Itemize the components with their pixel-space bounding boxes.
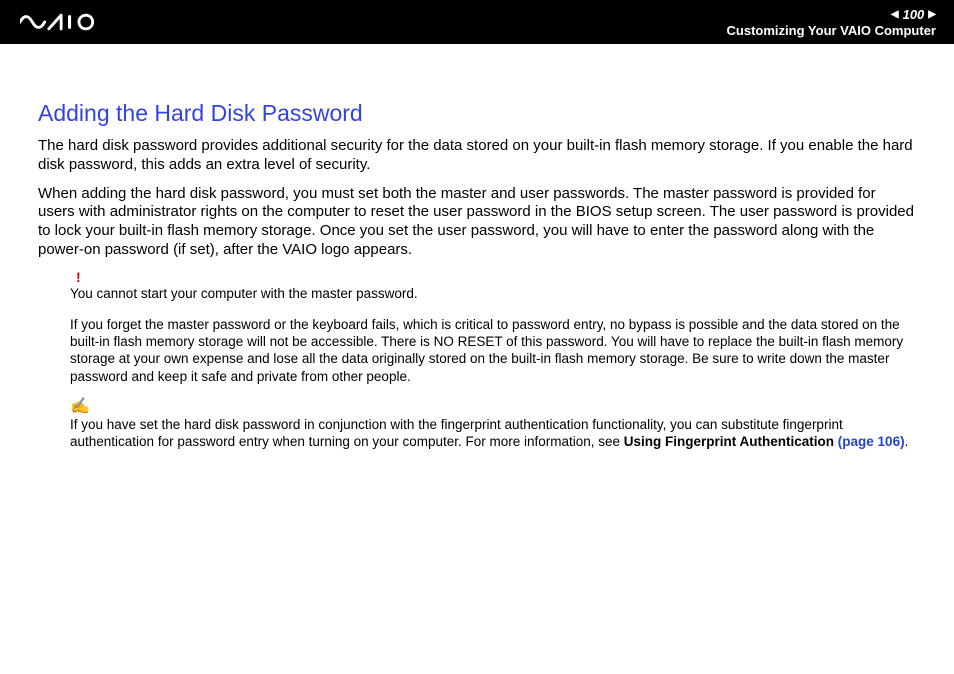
section-title: Customizing Your VAIO Computer xyxy=(727,23,936,38)
note-text-post: . xyxy=(905,434,909,449)
warning-text-2: If you forget the master password or the… xyxy=(70,316,916,385)
page-number: 100 xyxy=(903,7,925,22)
prev-page-icon[interactable]: ◀ xyxy=(891,9,899,20)
warning-icon: ! xyxy=(70,270,916,284)
paragraph-2: When adding the hard disk password, you … xyxy=(38,185,916,260)
paragraph-1: The hard disk password provides addition… xyxy=(38,137,916,175)
note-bold: Using Fingerprint Authentication xyxy=(624,434,838,449)
next-page-icon[interactable]: ▶ xyxy=(928,9,936,20)
header-right: ◀ 100 ▶ Customizing Your VAIO Computer xyxy=(727,7,936,38)
page-navigation: ◀ 100 ▶ xyxy=(891,7,936,22)
warning-text-1: You cannot start your computer with the … xyxy=(70,285,916,302)
page-heading: Adding the Hard Disk Password xyxy=(38,100,916,127)
vaio-logo xyxy=(20,13,116,31)
note-text: If you have set the hard disk password i… xyxy=(70,416,916,451)
page-link[interactable]: (page 106) xyxy=(838,434,905,449)
warning-block: ! You cannot start your computer with th… xyxy=(38,270,916,451)
page-content: Adding the Hard Disk Password The hard d… xyxy=(0,44,954,450)
note-icon: ✍ xyxy=(70,399,916,415)
header-bar: ◀ 100 ▶ Customizing Your VAIO Computer xyxy=(0,0,954,44)
